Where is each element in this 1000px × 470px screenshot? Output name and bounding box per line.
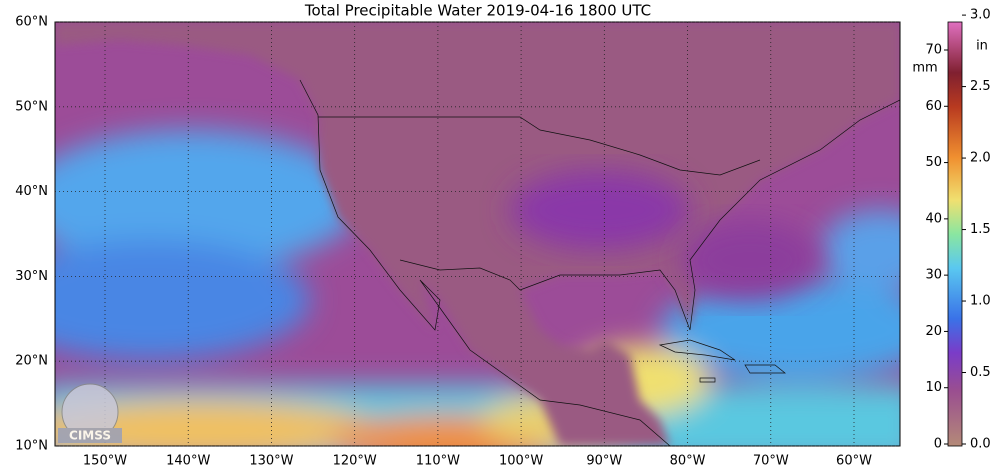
colorbar-in-tick-label: 1.5: [970, 222, 991, 237]
colorbar-mm-tick-label: 40: [925, 211, 942, 226]
lat-label: 30°N: [15, 269, 48, 284]
colorbar-mm-tick-label: 70: [925, 43, 942, 58]
lat-label: 40°N: [15, 184, 48, 199]
colorbar-in-tick-label: 3.0: [970, 8, 991, 23]
logo-text: CIMSS: [69, 429, 111, 443]
colorbar-mm-tick-label: 30: [925, 268, 942, 283]
colorbar-in-tick-label: 2.5: [970, 79, 991, 94]
lon-label: 140°W: [166, 454, 210, 469]
colorbar-mm-tick-label: 50: [925, 155, 942, 170]
colorbar-mm-tick-label: 60: [925, 99, 942, 114]
colorbar-in-label: in: [976, 39, 988, 54]
imagery: [55, 22, 900, 446]
lon-label: 60°W: [836, 454, 872, 469]
logo: CIMSS: [58, 383, 122, 443]
map-frame: [54, 21, 901, 447]
lon-label: 120°W: [333, 454, 377, 469]
title: Total Precipitable Water 2019-04-16 1800…: [304, 2, 651, 20]
graticule: [55, 21, 900, 447]
lat-label: 10°N: [15, 439, 48, 454]
lon-label: 70°W: [753, 454, 789, 469]
lon-label: 90°W: [586, 454, 622, 469]
colorbar-in-tick-label: 1.0: [970, 294, 991, 309]
lat-label: 60°N: [15, 15, 48, 30]
lon-label: 100°W: [499, 454, 543, 469]
lat-label: 20°N: [15, 354, 48, 369]
lon-label: 80°W: [670, 454, 706, 469]
colorbar-mm-tick-label: 0: [934, 437, 942, 452]
colorbar-mm-tick-label: 10: [925, 380, 942, 395]
colorbar: [947, 21, 963, 447]
colorbar-mm-tick-label: 20: [925, 324, 942, 339]
lon-label: 150°W: [83, 454, 127, 469]
colorbar-mm-label: mm: [912, 61, 937, 76]
lat-label: 50°N: [15, 99, 48, 114]
colorbar-in-tick-label: 0.5: [970, 365, 991, 380]
colorbar-in-tick-label: 0.0: [970, 437, 991, 452]
colorbar-in-tick-label: 2.0: [970, 151, 991, 166]
lon-label: 130°W: [249, 454, 293, 469]
lon-label: 110°W: [416, 454, 460, 469]
